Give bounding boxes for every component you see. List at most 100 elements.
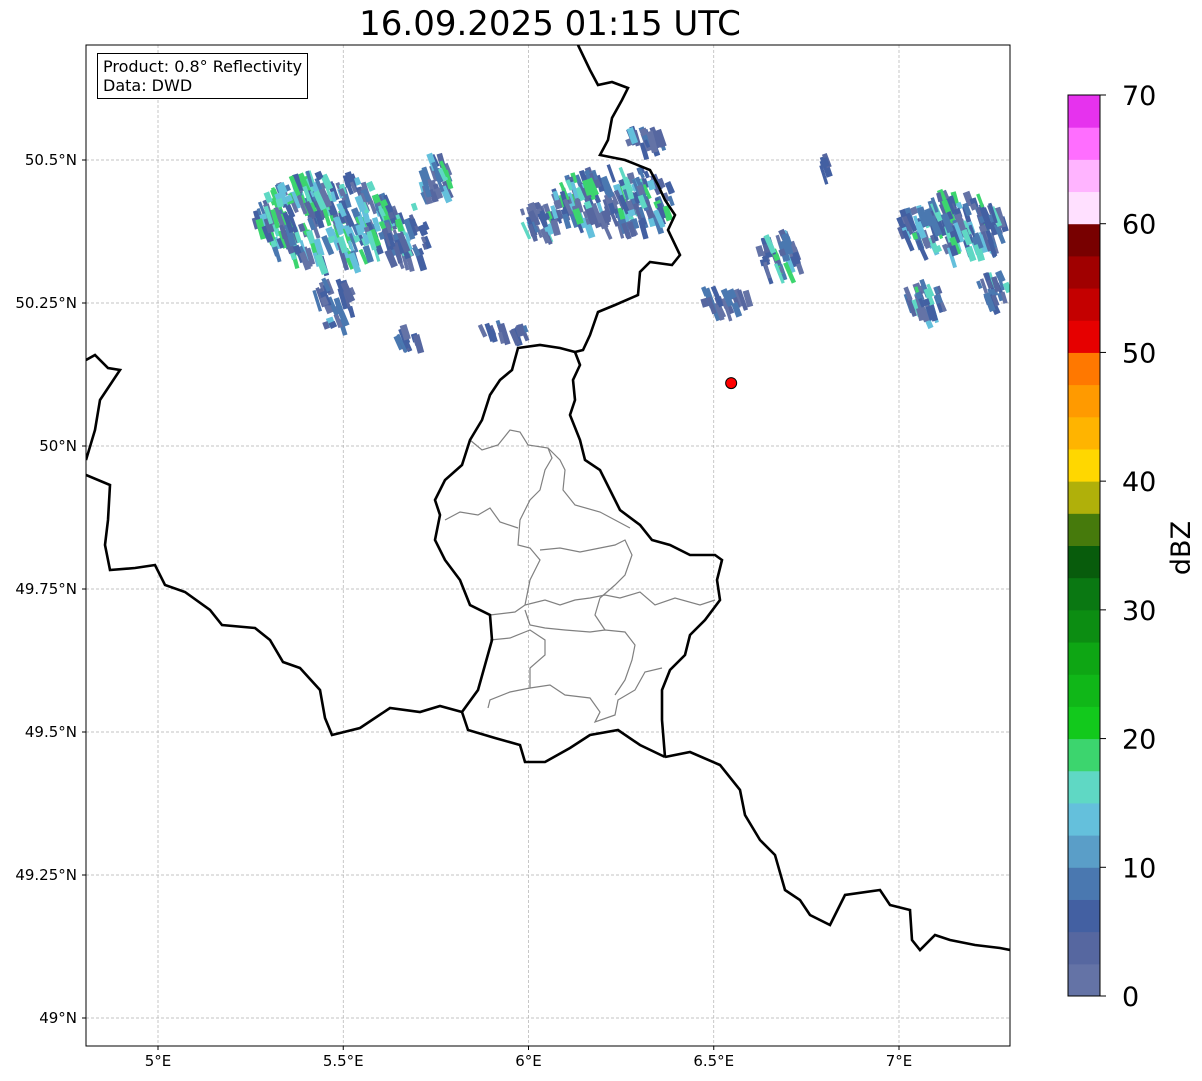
colorbar-tick-label: 0 — [1122, 982, 1139, 1013]
radar-cell — [497, 323, 508, 340]
radar-cell — [522, 324, 529, 333]
radar-cell — [272, 243, 282, 263]
colorbar-tick-label: 60 — [1122, 210, 1156, 241]
radar-cell — [973, 232, 984, 249]
radar-cell — [623, 178, 635, 200]
radar-cell — [322, 320, 330, 330]
radar-cell — [319, 296, 329, 307]
radar-cell — [582, 178, 594, 197]
colorbar-bin — [1068, 738, 1100, 772]
radar-cell — [276, 237, 285, 249]
radar-cell — [969, 202, 978, 211]
radar-cell — [918, 297, 925, 308]
radar-cell — [755, 245, 765, 258]
radar-cell — [915, 307, 924, 322]
radar-cell — [400, 251, 410, 271]
radar-echoes — [251, 125, 1010, 354]
radar-cell — [965, 245, 977, 262]
lux-canton-boundaries — [444, 507, 519, 529]
radar-cell — [983, 292, 996, 313]
radar-cell — [390, 249, 397, 257]
radar-cell — [933, 286, 940, 295]
radar-cell — [330, 191, 337, 203]
radar-cell — [997, 292, 1004, 302]
radar-cell — [618, 178, 626, 187]
radar-cell — [991, 276, 1001, 293]
radar-cell — [621, 222, 631, 239]
radar-cell — [321, 235, 335, 256]
radar-cell — [706, 296, 717, 315]
colorbar-tick-label: 10 — [1122, 853, 1156, 884]
lon-tick-label: 6°E — [515, 1052, 542, 1070]
radar-cell — [626, 127, 639, 145]
radar-cell — [940, 212, 954, 234]
radar-cell — [934, 293, 943, 305]
radar-cell — [899, 208, 907, 218]
radar-cell — [434, 172, 445, 193]
radar-cell — [781, 233, 794, 256]
lux-canton-boundaries — [524, 609, 636, 696]
radar-cell — [975, 207, 983, 218]
radar-cell — [947, 246, 958, 269]
radar-cell — [337, 287, 348, 310]
radar-cell — [925, 305, 935, 321]
radar-cell — [320, 181, 327, 190]
colorbar-frame — [1067, 94, 1101, 997]
radar-cell — [333, 216, 343, 230]
radar-cell — [903, 286, 913, 301]
colorbar-bin — [1068, 674, 1100, 707]
radar-cell — [897, 226, 906, 240]
radar-cell — [783, 261, 797, 284]
lat-tick-label: 49.25°N — [15, 866, 77, 884]
radar-cell — [321, 205, 332, 227]
radar-cell — [275, 198, 284, 208]
radar-cell — [340, 281, 356, 303]
radar-cell — [979, 207, 992, 223]
colorbar-bin — [1068, 159, 1100, 193]
radar-cell — [901, 229, 915, 252]
radar-cell — [720, 288, 734, 308]
radar-cell — [991, 294, 1000, 307]
radar-cell — [393, 335, 404, 351]
radar-cell — [568, 210, 579, 229]
radar-cell — [763, 261, 772, 279]
radar-cell — [305, 170, 314, 188]
radar-cell — [431, 161, 444, 183]
radar-cell — [652, 213, 665, 235]
radar-cell — [497, 331, 505, 344]
radar-cell — [572, 207, 584, 225]
radar-cell — [527, 223, 539, 242]
colorbar-bin — [1068, 642, 1100, 675]
radar-cell — [742, 289, 754, 308]
radar-cell — [923, 287, 935, 306]
colorbar-tick-label: 40 — [1122, 467, 1156, 498]
radar-cell — [590, 209, 603, 229]
radar-cell — [318, 187, 333, 208]
colorbar-bin — [1068, 899, 1100, 933]
radar-cell — [948, 195, 958, 210]
map-frame — [85, 44, 1011, 1047]
radar-cell — [325, 226, 336, 238]
radar-cell — [643, 170, 650, 179]
radar-cell — [270, 239, 278, 248]
radar-cell — [394, 218, 405, 233]
radar-cell — [950, 229, 961, 244]
radar-cell — [918, 307, 931, 323]
radar-cell — [631, 191, 642, 205]
lux-canton-boundaries — [547, 447, 631, 529]
radar-cell — [949, 244, 959, 257]
radar-cell — [911, 232, 919, 241]
radar-cell — [297, 223, 306, 233]
radar-cell — [328, 207, 337, 216]
radar-cell — [953, 222, 965, 243]
radar-cell — [643, 139, 651, 149]
radar-cell — [284, 194, 293, 203]
radar-cell — [314, 177, 324, 193]
lon-tick-label: 7°E — [886, 1052, 913, 1070]
radar-cell — [354, 194, 367, 213]
radar-cell — [778, 248, 787, 257]
country-border — [86, 353, 123, 461]
radar-cell — [297, 195, 304, 204]
radar-cell — [333, 223, 341, 240]
radar-cell — [279, 224, 287, 240]
